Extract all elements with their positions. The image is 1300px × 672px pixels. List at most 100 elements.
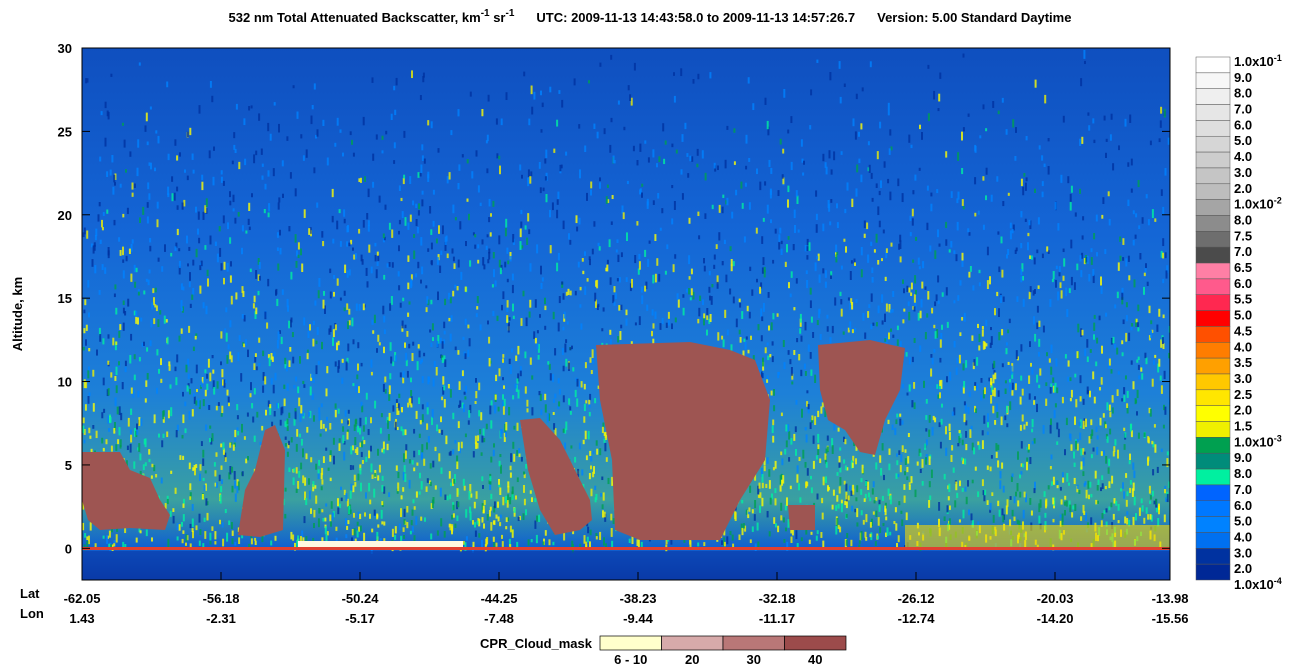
speckle xyxy=(1127,255,1130,262)
speckle xyxy=(607,477,610,485)
speckle xyxy=(408,301,411,305)
speckle xyxy=(497,501,499,508)
speckle xyxy=(540,265,542,275)
speckle xyxy=(307,331,310,339)
speckle xyxy=(474,530,477,537)
speckle xyxy=(498,368,501,377)
colorbar-label: 3.5 xyxy=(1234,355,1252,370)
speckle xyxy=(783,539,786,543)
surface-echo xyxy=(298,541,463,547)
speckle xyxy=(1124,118,1127,127)
speckle xyxy=(185,542,187,546)
speckle xyxy=(780,451,783,456)
speckle xyxy=(236,479,239,486)
speckle xyxy=(950,241,953,248)
speckle xyxy=(457,501,460,508)
speckle xyxy=(431,409,434,418)
speckle xyxy=(230,295,233,305)
speckle xyxy=(957,191,960,200)
speckle xyxy=(336,278,339,286)
speckle xyxy=(83,309,86,314)
speckle xyxy=(302,537,305,543)
speckle xyxy=(235,292,238,300)
speckle xyxy=(504,261,507,268)
speckle xyxy=(602,510,604,518)
speckle xyxy=(696,148,699,156)
speckle xyxy=(403,519,406,525)
speckle xyxy=(507,260,510,265)
speckle xyxy=(459,221,462,230)
speckle xyxy=(1023,424,1026,430)
speckle xyxy=(1059,514,1062,518)
speckle xyxy=(283,398,286,407)
speckle xyxy=(965,420,968,426)
speckle xyxy=(665,322,668,328)
speckle xyxy=(527,169,530,178)
speckle xyxy=(1047,250,1050,254)
speckle xyxy=(1028,291,1031,300)
speckle xyxy=(343,218,346,224)
speckle xyxy=(1103,115,1106,121)
speckle xyxy=(382,383,385,392)
speckle xyxy=(254,540,257,546)
speckle xyxy=(297,242,300,250)
speckle xyxy=(961,168,964,175)
speckle xyxy=(1079,188,1081,194)
speckle xyxy=(231,466,234,473)
speckle xyxy=(229,466,232,475)
speckle xyxy=(604,513,607,522)
speckle xyxy=(985,343,988,347)
speckle xyxy=(1033,257,1036,265)
speckle xyxy=(302,410,304,417)
speckle xyxy=(706,308,709,316)
speckle xyxy=(360,482,362,492)
speckle xyxy=(1100,487,1102,492)
speckle xyxy=(602,307,605,312)
speckle xyxy=(449,523,452,531)
speckle xyxy=(766,204,769,214)
speckle xyxy=(1116,389,1119,397)
speckle xyxy=(822,476,825,486)
speckle xyxy=(1006,254,1008,259)
speckle xyxy=(667,311,670,319)
speckle xyxy=(1128,275,1131,281)
speckle xyxy=(225,379,228,383)
speckle xyxy=(733,128,736,133)
speckle xyxy=(468,410,471,418)
speckle xyxy=(247,456,249,461)
speckle xyxy=(924,286,927,290)
speckle xyxy=(94,235,97,241)
speckle xyxy=(500,118,503,126)
speckle xyxy=(422,72,425,78)
speckle xyxy=(188,281,191,288)
speckle xyxy=(681,134,684,142)
cpr-label: 6 - 10 xyxy=(614,652,647,667)
speckle xyxy=(993,387,996,397)
speckle xyxy=(119,439,122,447)
speckle xyxy=(758,367,761,373)
speckle xyxy=(180,307,183,312)
speckle xyxy=(795,399,798,405)
speckle xyxy=(1014,249,1017,254)
speckle xyxy=(300,134,303,139)
speckle xyxy=(418,450,421,456)
speckle xyxy=(426,402,429,407)
speckle xyxy=(359,467,362,475)
speckle xyxy=(146,202,149,208)
speckle xyxy=(1105,312,1108,317)
speckle xyxy=(945,221,948,228)
speckle xyxy=(576,226,579,232)
speckle xyxy=(830,199,833,203)
speckle xyxy=(248,202,251,211)
speckle xyxy=(620,304,623,311)
speckle xyxy=(912,306,915,310)
speckle xyxy=(817,253,820,261)
speckle xyxy=(898,450,901,455)
speckle xyxy=(770,390,773,396)
speckle xyxy=(153,297,155,306)
speckle xyxy=(139,530,142,534)
speckle xyxy=(322,423,325,429)
speckle xyxy=(1148,305,1151,314)
speckle xyxy=(930,203,933,212)
speckle xyxy=(770,322,773,331)
